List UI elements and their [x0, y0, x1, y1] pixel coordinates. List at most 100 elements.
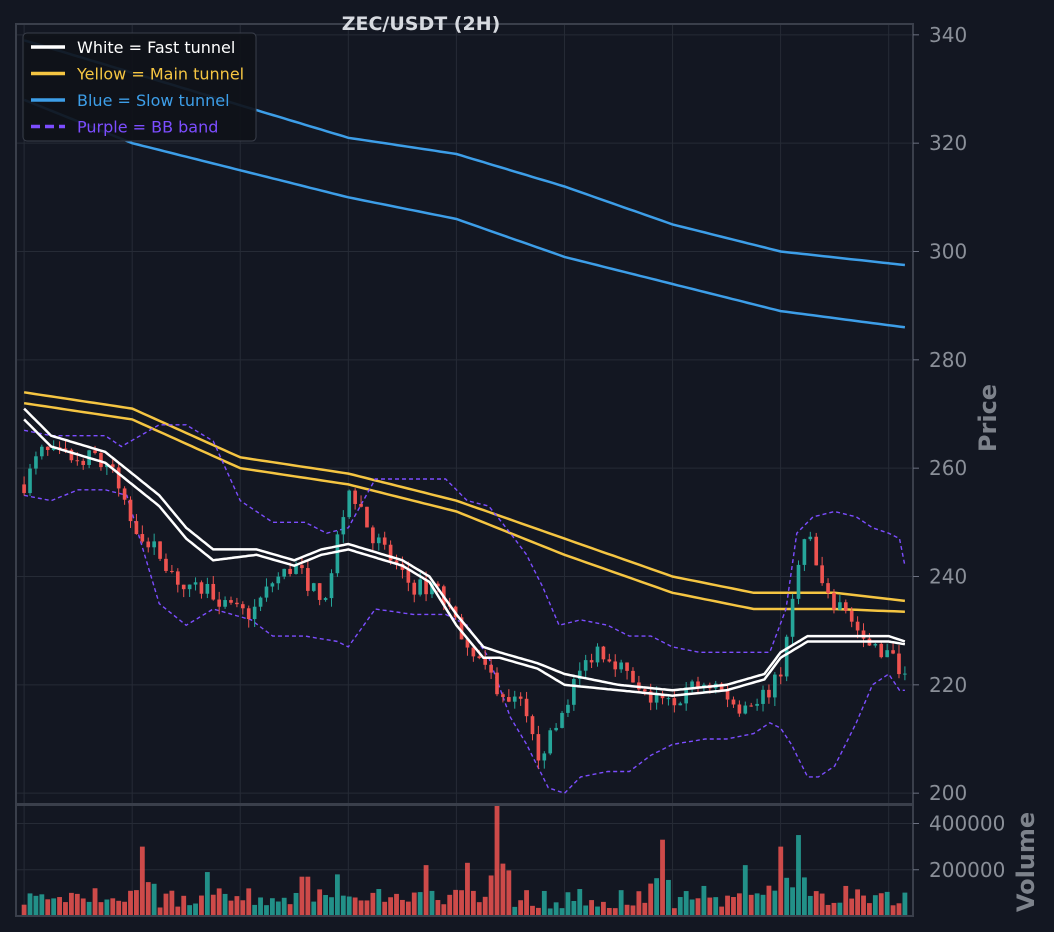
volume-bar	[535, 907, 541, 916]
price-axis-label: Price	[974, 384, 1002, 452]
volume-bar	[411, 892, 417, 916]
legend-items: White = Fast tunnel Yellow = Main tunnel B…	[31, 38, 244, 137]
volume-bar	[642, 902, 648, 916]
volume-bar	[216, 888, 222, 916]
candle-body	[341, 517, 346, 535]
candle-body	[311, 583, 316, 591]
candle-body	[607, 659, 612, 662]
volume-bar	[867, 903, 872, 916]
volume-bar	[719, 906, 725, 916]
candle-body	[158, 541, 162, 559]
volume-bar	[601, 901, 606, 916]
volume-bar	[583, 905, 589, 916]
candle-body	[814, 536, 819, 566]
price-tick-label: 280	[929, 348, 967, 372]
candle-body	[436, 583, 440, 587]
volume-bar	[252, 904, 258, 916]
volume-bar	[74, 893, 80, 916]
candle-body	[175, 571, 180, 585]
candle-body	[217, 599, 221, 607]
volume-bar	[453, 889, 459, 916]
volume-bar	[677, 897, 683, 916]
candle-body	[382, 537, 387, 545]
volume-bar	[305, 876, 311, 916]
candle-body	[589, 660, 594, 663]
volume-bar	[801, 877, 807, 916]
candle-body	[376, 537, 381, 544]
volume-bar	[358, 900, 364, 916]
volume-bar	[329, 897, 334, 916]
volume-bar	[98, 902, 104, 916]
candle-body	[459, 617, 464, 640]
volume-bars	[21, 805, 908, 916]
volume-bar	[281, 897, 287, 916]
volume-bar	[872, 895, 878, 916]
volume-bar	[352, 897, 358, 916]
candle-body	[696, 681, 700, 687]
candle-body	[40, 446, 44, 457]
candle-body	[625, 662, 629, 671]
volume-bar	[837, 902, 843, 916]
volume-bar	[169, 890, 175, 916]
candle-body	[583, 660, 588, 671]
volume-bar	[748, 894, 754, 916]
main-tunnel	[23, 391, 906, 613]
candle-body	[152, 541, 156, 548]
candle-body	[572, 679, 576, 705]
volume-bar	[163, 893, 169, 916]
volume-bar	[843, 885, 849, 916]
fast-tunnel	[23, 407, 906, 697]
volume-bar	[500, 863, 506, 916]
volume-bar	[725, 895, 730, 916]
candle-body	[353, 490, 357, 504]
volume-bar	[512, 906, 518, 916]
price-tick-label: 260	[929, 456, 967, 480]
candle-body	[181, 584, 186, 590]
candle-body	[873, 643, 878, 646]
volume-bar	[128, 890, 133, 916]
candle-body	[483, 658, 488, 665]
volume-bar	[671, 908, 677, 916]
volume-bar	[187, 905, 193, 916]
volume-bar	[334, 874, 340, 916]
candle-body	[22, 484, 26, 494]
fast-tunnel-upper-line	[23, 407, 906, 692]
price-grid	[16, 24, 913, 804]
volume-bar	[790, 887, 795, 916]
candle-body	[229, 600, 233, 603]
volume-bar	[666, 879, 671, 916]
volume-bar	[577, 889, 583, 916]
volume-bar	[476, 902, 482, 916]
candle-body	[69, 449, 74, 461]
candle-body	[63, 448, 68, 450]
volume-bar	[340, 895, 346, 916]
volume-bar	[317, 889, 323, 916]
volume-bar	[884, 891, 890, 916]
chart-title: ZEC/USDT (2H)	[342, 13, 501, 35]
volume-bar	[104, 899, 110, 916]
candle-body	[223, 600, 227, 607]
volume-bar	[742, 865, 748, 916]
candle-body	[820, 565, 824, 584]
volume-bar	[417, 892, 423, 916]
volume-bar	[713, 897, 719, 916]
slow-tunnel-lower-line	[23, 98, 906, 329]
candle-body	[518, 696, 523, 699]
candle-body	[99, 453, 103, 468]
volume-bar	[482, 896, 488, 916]
candle-body	[323, 598, 328, 600]
candle-body	[246, 608, 251, 620]
candle-body	[560, 712, 564, 728]
candle-body	[755, 703, 759, 706]
candle-body	[826, 583, 830, 593]
candle-body	[548, 730, 553, 754]
volume-bar	[506, 870, 512, 916]
volume-bar	[63, 902, 68, 916]
legend-label: Yellow = Main tunnel	[76, 65, 244, 84]
candle-body	[897, 653, 901, 675]
price-tick-label: 240	[929, 565, 967, 589]
candle-body	[235, 602, 239, 605]
volume-bar	[695, 898, 701, 916]
volume-bar	[151, 883, 157, 916]
